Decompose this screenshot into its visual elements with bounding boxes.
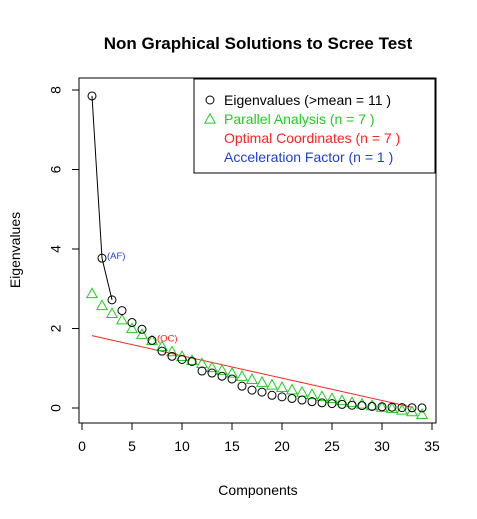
parallel-analysis-point (105, 307, 119, 319)
parallel-analysis-point (155, 340, 169, 352)
parallel-analysis-point (125, 322, 139, 334)
parallel-analysis-point (195, 357, 209, 369)
eigenvalue-point (147, 335, 157, 345)
plot-layer: (AF) (OC) (85, 91, 429, 420)
parallel-analysis-point (335, 394, 349, 406)
x-tick-label: 35 (424, 438, 440, 454)
parallel-analysis-point (175, 350, 189, 361)
legend-triangle-icon (203, 112, 217, 124)
eigenvalue-point (177, 355, 187, 365)
legend-label: Acceleration Factor (n = 1 ) (224, 149, 393, 165)
oc-line (91, 335, 413, 408)
af-line-2 (101, 258, 113, 300)
legend-label: Optimal Coordinates (n = 7 ) (224, 130, 400, 146)
legend-label: Parallel Analysis (n = 7 ) (224, 111, 375, 127)
parallel-analysis-point (395, 403, 409, 415)
parallel-analysis-point (95, 299, 109, 311)
parallel-analysis-point (245, 373, 259, 385)
parallel-analysis-point (415, 408, 429, 420)
eigenvalue-point (407, 403, 417, 413)
eigenvalue-point (247, 385, 257, 395)
parallel-analysis-point (265, 378, 279, 390)
x-tick-label: 20 (274, 438, 290, 454)
x-tick-label: 25 (324, 438, 340, 454)
parallel-analysis-point (215, 364, 229, 375)
eigenvalue-point (207, 368, 217, 378)
eigenvalue-point (317, 398, 327, 408)
x-tick-label: 15 (224, 438, 240, 454)
eigenvalue-point (137, 324, 147, 334)
parallel-analysis-point (325, 392, 339, 404)
eigenvalue-point (367, 401, 377, 411)
eigenvalue-point (237, 381, 247, 391)
y-axis: 0 2 4 6 8 (48, 86, 80, 412)
eigenvalue-point (387, 402, 397, 412)
parallel-analysis-point (375, 400, 389, 412)
x-axis: 0 5 10 15 20 25 30 35 (78, 422, 440, 454)
eigenvalue-point (157, 346, 167, 356)
eigenvalue-point (127, 318, 137, 328)
af-line-1 (91, 95, 103, 259)
y-tick-label: 8 (48, 86, 64, 94)
y-tick-label: 4 (48, 245, 64, 253)
y-tick-label: 6 (48, 165, 64, 173)
eigenvalue-point (267, 390, 277, 400)
y-axis-label: Eigenvalues (7, 212, 23, 288)
y-tick-label: 2 (48, 324, 64, 332)
parallel-analysis-point (165, 345, 179, 357)
parallel-analysis-point (115, 313, 129, 325)
eigenvalue-point (107, 295, 117, 305)
eigenvalue-point (97, 253, 107, 263)
y-tick-label: 0 (48, 404, 64, 412)
eigenvalue-point (297, 395, 307, 405)
parallel-analysis-point (385, 402, 399, 414)
parallel-analysis-point (285, 383, 299, 395)
x-tick-label: 5 (128, 438, 136, 454)
oc-annotation: (OC) (157, 333, 178, 344)
parallel-analysis-point (85, 287, 99, 299)
parallel-analysis-point (235, 369, 249, 381)
parallel-analysis-point (185, 354, 199, 365)
eigenvalue-point (167, 351, 177, 361)
x-tick-label: 30 (374, 438, 390, 454)
eigenvalue-point (337, 399, 347, 409)
eigenvalue-point (417, 403, 427, 413)
eigenvalue-point (357, 401, 367, 411)
legend-circle-icon (205, 95, 215, 105)
eigenvalue-point (287, 393, 297, 403)
parallel-analysis-point (275, 381, 289, 392)
x-axis-label: Components (218, 482, 297, 498)
eigenvalue-point (227, 374, 237, 384)
legend: Eigenvalues (>mean = 11 ) Parallel Analys… (193, 78, 436, 174)
legend-label: Eigenvalues (>mean = 11 ) (224, 92, 391, 108)
parallel-analysis-point (305, 388, 319, 400)
parallel-analysis-point (295, 385, 309, 397)
eigenvalue-point (257, 387, 267, 397)
parallel-analysis-point (205, 361, 219, 373)
af-annotation: (AF) (107, 251, 125, 262)
legend-box (193, 78, 436, 174)
legend-items: Eigenvalues (>mean = 11 ) Parallel Analys… (203, 92, 400, 165)
x-tick-label: 10 (174, 438, 190, 454)
eigenvalue-point (217, 371, 227, 381)
eigenvalue-point (197, 366, 207, 376)
eigenvalue-point (187, 356, 197, 366)
eigenvalue-point (117, 306, 127, 316)
parallel-analysis-point (225, 366, 239, 378)
eigenvalue-point (307, 397, 317, 407)
eigenvalue-point (377, 402, 387, 412)
parallel-analysis-point (315, 390, 329, 402)
eigenvalue-point (327, 399, 337, 409)
eigenvalue-point (277, 392, 287, 402)
chart-title: Non Graphical Solutions to Scree Test (104, 34, 413, 53)
parallel-analysis-point (365, 399, 379, 411)
eigenvalue-point (347, 400, 357, 410)
parallel-analysis-point (355, 397, 369, 409)
x-tick-label: 0 (78, 438, 86, 454)
eigenvalue-point (87, 91, 97, 101)
parallel-analysis-point (135, 328, 149, 340)
parallel-analysis-point (255, 375, 269, 387)
eigenvalue-point (397, 403, 407, 413)
